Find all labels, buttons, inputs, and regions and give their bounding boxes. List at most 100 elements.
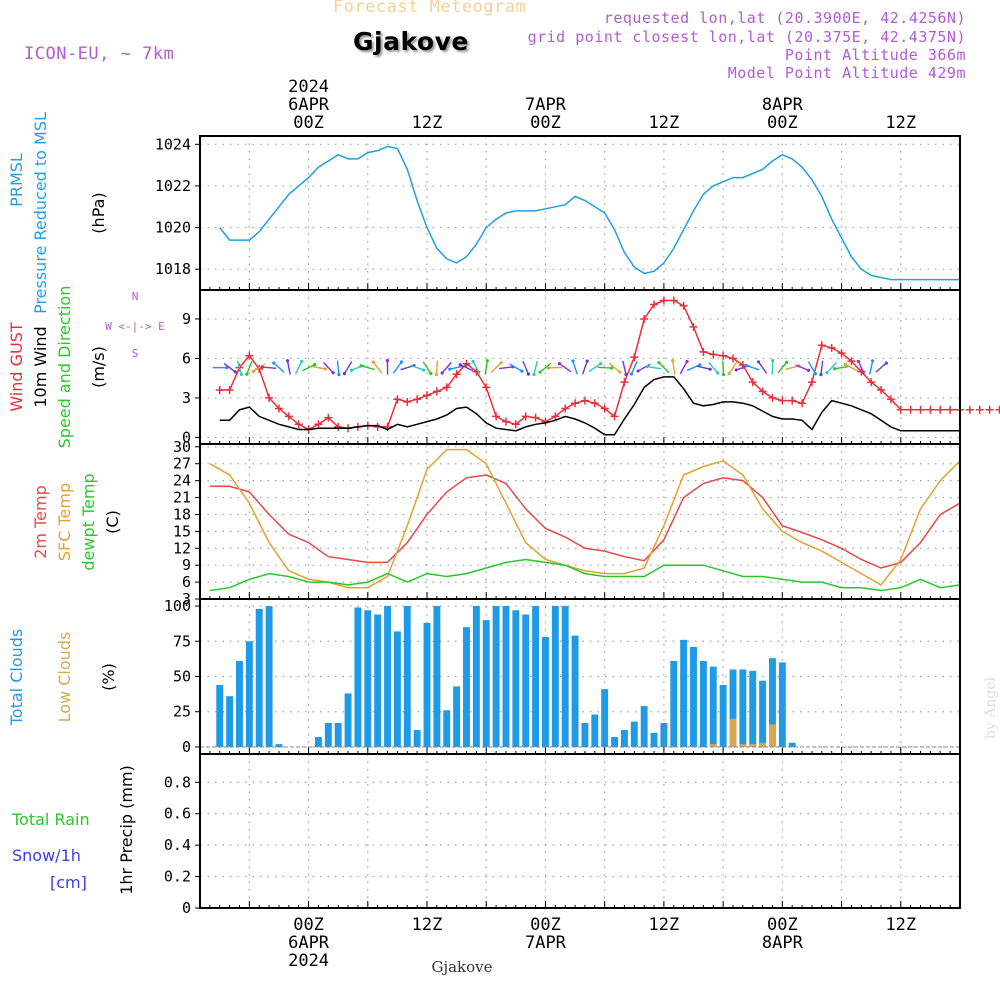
total-cloud-bar (709, 666, 717, 747)
total-cloud-bar (769, 658, 776, 747)
gust-marker (620, 378, 629, 387)
wind-direction-arrow (646, 365, 662, 370)
wind-direction-arrow (686, 364, 701, 372)
gust-marker (699, 347, 708, 356)
total-cloud-bar (749, 670, 757, 747)
panel-frame-0 (199, 135, 961, 291)
wind-arrow-head (300, 359, 304, 363)
total-cloud-bar (324, 723, 332, 747)
y-tick-label-p2: 30 (173, 438, 191, 456)
gust-marker (600, 404, 609, 413)
total-cloud-bar (522, 614, 530, 747)
total-cloud-bar (719, 684, 727, 747)
wind-arrow-head (721, 373, 726, 377)
wind-arrow-head (813, 372, 818, 376)
gust-marker (561, 404, 570, 413)
wind-arrow-head (734, 368, 738, 372)
gust-marker (867, 378, 876, 387)
wind-direction-arrow (336, 360, 340, 375)
gridpoint-coords: grid point closest lon,lat (20.375E, 42.… (527, 28, 966, 46)
wind-direction-arrow (875, 362, 887, 373)
gust-marker (482, 383, 491, 392)
wind-arrow-head (331, 371, 335, 375)
model-label: ICON-EU, ~ 7km (24, 44, 175, 64)
top-time-label: 00Z (293, 113, 324, 133)
gust-marker (709, 350, 718, 359)
y-tick-label-p4: 0 (182, 899, 191, 917)
total-cloud-bar (275, 744, 283, 747)
gust-marker (788, 396, 797, 405)
ylabel-hpa: (hPa) (89, 192, 108, 233)
total-cloud-bar (778, 662, 786, 747)
total-cloud-bar (759, 680, 767, 747)
top-time-label: 6APR (288, 95, 330, 115)
wind-direction-arrow (490, 362, 502, 374)
wind-arrow-head (440, 371, 444, 375)
wind-direction-arrow (834, 365, 849, 370)
total-cloud-bar (699, 661, 707, 747)
total-cloud-bar (542, 637, 549, 747)
gust-marker (807, 378, 816, 387)
wind-arrow-head (499, 361, 503, 365)
bottom-station-label: Gjakove (431, 958, 492, 976)
wind-direction-arrow (498, 366, 514, 370)
wind-direction-arrow (441, 361, 452, 374)
wind-direction-arrow (484, 360, 489, 375)
wind-direction-arrow (435, 360, 439, 375)
gust-marker (551, 412, 560, 421)
ylabel-10m-wind: 10m Wind (31, 326, 50, 407)
gust-marker (650, 300, 659, 309)
series-line-10m-wind (219, 376, 960, 436)
top-time-label: 8APR (762, 95, 804, 115)
total-cloud-bar (403, 606, 411, 747)
ylabel-pressure-msl: Pressure Reduced to MSL (31, 112, 50, 314)
y-tick-label-p4: 0.8 (164, 773, 191, 791)
y-tick-label-p2: 21 (173, 489, 191, 507)
y-tick-label-p2: 15 (173, 522, 191, 540)
wind-direction-arrow (728, 361, 738, 374)
wind-direction-arrow (745, 364, 760, 371)
gust-marker (946, 405, 955, 414)
top-time-label: 12Z (649, 113, 680, 133)
wind-arrow-head (342, 372, 347, 376)
gust-marker (926, 405, 935, 414)
wind-arrow-head (618, 370, 622, 374)
wind-direction-arrow (708, 361, 719, 374)
ylabel-ms: (m/s) (89, 346, 108, 388)
panel-frame-4 (199, 753, 961, 909)
y-tick-label-p2: 24 (173, 472, 191, 490)
wind-direction-arrow (857, 361, 865, 375)
gust-marker (975, 405, 984, 414)
total-cloud-bar (611, 737, 618, 747)
wind-arrow-head (546, 366, 550, 370)
y-tick-label-p0: 1022 (155, 177, 191, 195)
gust-marker (659, 296, 668, 305)
gust-marker (314, 420, 323, 429)
gust-marker (679, 301, 688, 310)
total-cloud-bar (443, 710, 451, 747)
wind-arrow-head (671, 359, 675, 363)
wind-direction-arrow (807, 361, 817, 375)
gust-marker (403, 397, 412, 406)
bottom-time-label: 7APR (525, 933, 567, 953)
point-altitude: Point Altitude 366m (784, 46, 966, 64)
top-time-label: 7APR (525, 95, 567, 115)
wind-arrow-head (233, 370, 237, 374)
total-cloud-bar (334, 723, 342, 747)
compass-west-east: W <-|-> E (105, 320, 165, 333)
low-cloud-bar (729, 718, 737, 747)
wind-arrow-head (285, 359, 290, 363)
y-tick-label-p4: 0.6 (164, 805, 191, 823)
total-cloud-bar (670, 661, 678, 747)
total-cloud-bar (680, 639, 688, 747)
y-tick-label-p0: 1024 (155, 135, 191, 153)
wind-direction-arrow (539, 362, 552, 373)
total-cloud-bar (216, 684, 224, 747)
gust-marker (906, 405, 915, 414)
total-cloud-bar (660, 723, 668, 747)
wind-arrow-head (727, 371, 731, 376)
gust-marker (580, 396, 589, 405)
wind-arrow-head (532, 372, 536, 377)
wind-arrow-head (843, 362, 847, 366)
gust-marker (225, 386, 234, 395)
